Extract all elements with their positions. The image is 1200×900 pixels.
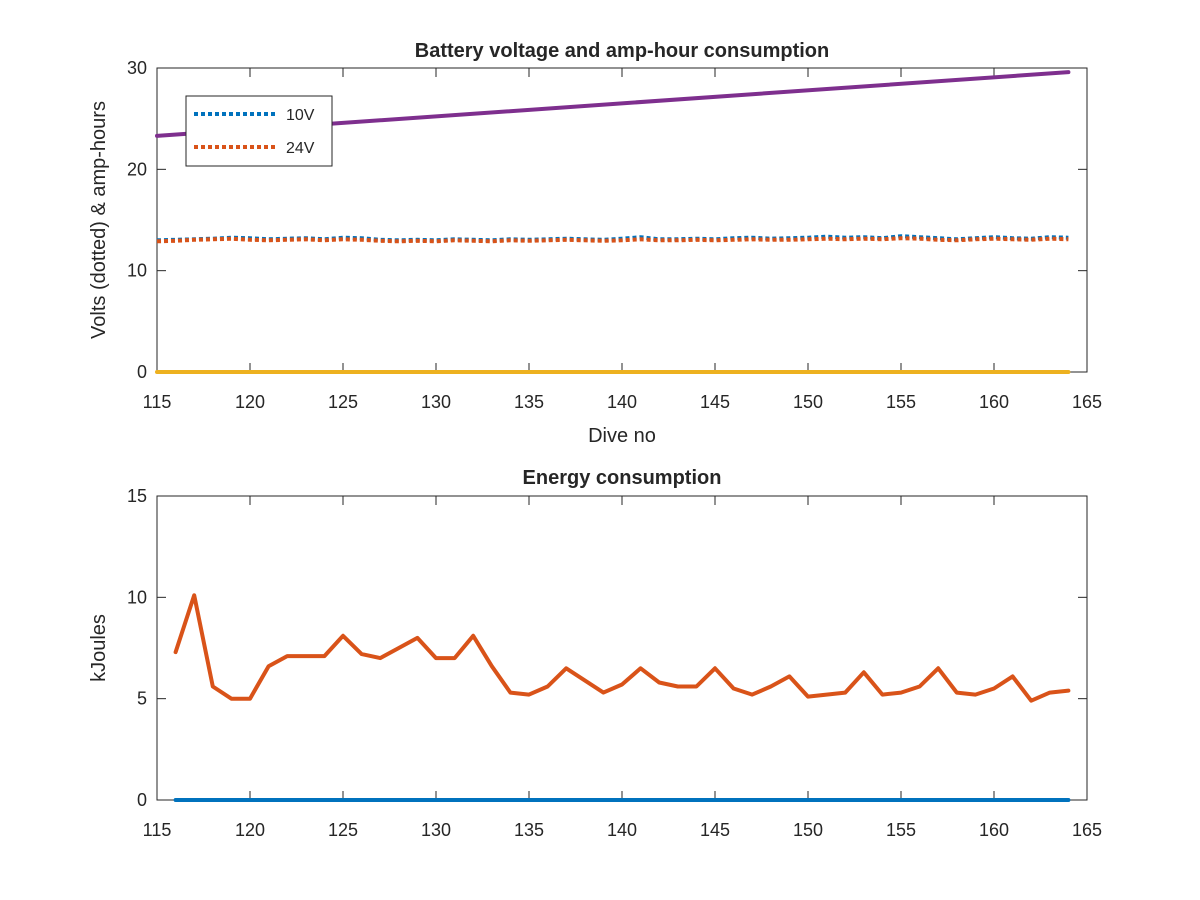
x-tick-label: 165: [1072, 820, 1102, 840]
y-tick-label: 0: [137, 790, 147, 810]
x-tick-label: 145: [700, 392, 730, 412]
y-axis-label: kJoules: [88, 614, 110, 682]
x-tick-label: 150: [793, 820, 823, 840]
x-tick-label: 120: [235, 820, 265, 840]
y-tick-label: 5: [137, 689, 147, 709]
legend-box: [185, 95, 333, 167]
voltage-chart: 115 120 125 130 135 140 145 150 155 160 165 0 10 20 30…: [88, 40, 1102, 447]
x-tick-label: 160: [979, 392, 1009, 412]
chart-title: Battery voltage and amp-hour consumption: [415, 40, 829, 62]
x-tick-label: 145: [700, 820, 730, 840]
y-tick-label: 30: [127, 58, 147, 78]
x-tick-label: 160: [979, 820, 1009, 840]
x-tick-label: 130: [421, 820, 451, 840]
x-tick-label: 140: [607, 820, 637, 840]
x-tick-label: 155: [886, 820, 916, 840]
x-tick-label: 165: [1072, 392, 1102, 412]
y-tick-label: 10: [127, 587, 147, 607]
y-tick-label: 10: [127, 261, 147, 281]
y-axis-label: Volts (dotted) & amp-hours: [88, 101, 110, 339]
x-tick-label: 135: [514, 820, 544, 840]
chart-title: Energy consumption: [523, 467, 722, 489]
x-tick-label: 125: [328, 392, 358, 412]
plot-area: [156, 495, 1088, 801]
x-tick-label: 125: [328, 820, 358, 840]
energy-chart: 115 120 125 130 135 140 145 150 155 160 165 0 5 10 15 E…: [88, 467, 1102, 840]
series-line-24v: [156, 236, 1069, 244]
x-tick-label: 140: [607, 392, 637, 412]
x-axis-label: Dive no: [588, 425, 656, 447]
x-tick-label: 115: [143, 820, 172, 840]
x-tick-label: 130: [421, 392, 451, 412]
y-tick-label: 0: [137, 362, 147, 382]
x-tick-label: 155: [886, 392, 916, 412]
y-tick-label: 15: [127, 486, 147, 506]
y-tick-label: 20: [127, 159, 147, 179]
x-tick-label: 150: [793, 392, 823, 412]
legend: 10V 24V: [185, 95, 333, 167]
x-tick-label: 135: [514, 392, 544, 412]
legend-label-10v: 10V: [286, 107, 315, 124]
x-tick-label: 115: [143, 392, 172, 412]
x-tick-label: 120: [235, 392, 265, 412]
series-line-1: [173, 593, 1071, 703]
legend-label-24v: 24V: [286, 140, 315, 157]
